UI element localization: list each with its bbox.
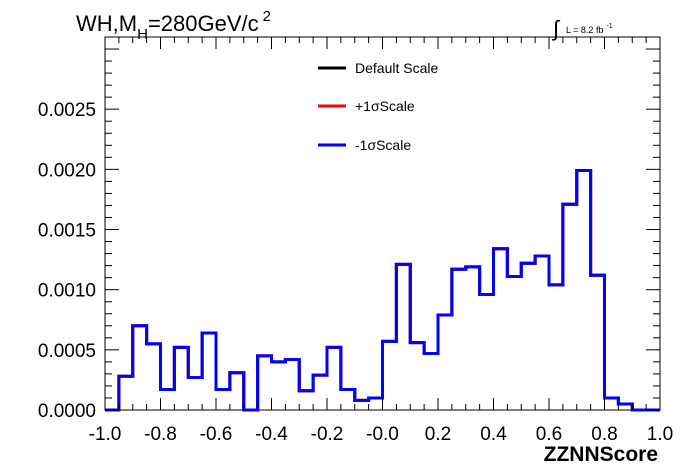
y-tick-labels: 0.0000 0.0005 0.0010 0.0015 0.0020 0.0025 [38,100,96,422]
legend: Default Scale +1σScale -1σScale [318,60,438,153]
legend-label-plus1sigma: +1σScale [355,98,415,114]
x-tick-label: 1.0 [647,424,673,445]
title-rest: =280GeV/c [148,11,259,36]
x-tick-label: 0.4 [480,424,507,445]
series-layer [105,169,660,412]
title-superscript: 2 [263,8,271,25]
lumi-integral-symbol: ∫ [551,16,561,41]
x-tick-label: 0.2 [425,424,451,445]
x-tick-label: -1.0 [89,424,122,445]
chart-title: WH,MH=280GeV/c 2 [76,8,271,43]
legend-label-default: Default Scale [355,60,438,76]
lumi-text: L = 8.2 fb -1 [566,23,613,35]
x-tick-label: -0.8 [144,424,177,445]
y-tick-label: 0.0020 [38,160,96,181]
title-main: WH,M [76,11,137,36]
lumi-superscript: -1 [606,23,612,30]
ticks-layer [104,36,661,411]
x-tick-label: -0.0 [366,424,399,445]
x-tick-label: 0.8 [591,424,617,445]
y-tick-label: 0.0000 [38,401,96,422]
x-tick-label: -0.2 [311,424,344,445]
y-tick-label: 0.0005 [38,341,96,362]
y-tick-label: 0.0015 [38,221,96,242]
x-axis-label: ZZNNScore [544,443,658,466]
x-tick-label: -0.6 [200,424,233,445]
series-line-2 [105,169,660,412]
y-tick-label: 0.0025 [38,100,96,121]
x-tick-labels: -1.0 -0.8 -0.6 -0.4 -0.2 -0.0 0.2 0.4 0.6 0.8 1.0 [89,424,674,445]
x-tick-label: -0.4 [255,424,288,445]
lumi-value: L = 8.2 fb [566,25,603,35]
legend-label-minus1sigma: -1σScale [355,137,411,153]
x-tick-label: 0.6 [536,424,562,445]
y-tick-label: 0.0010 [38,281,96,302]
title-subscript: H [137,26,148,43]
